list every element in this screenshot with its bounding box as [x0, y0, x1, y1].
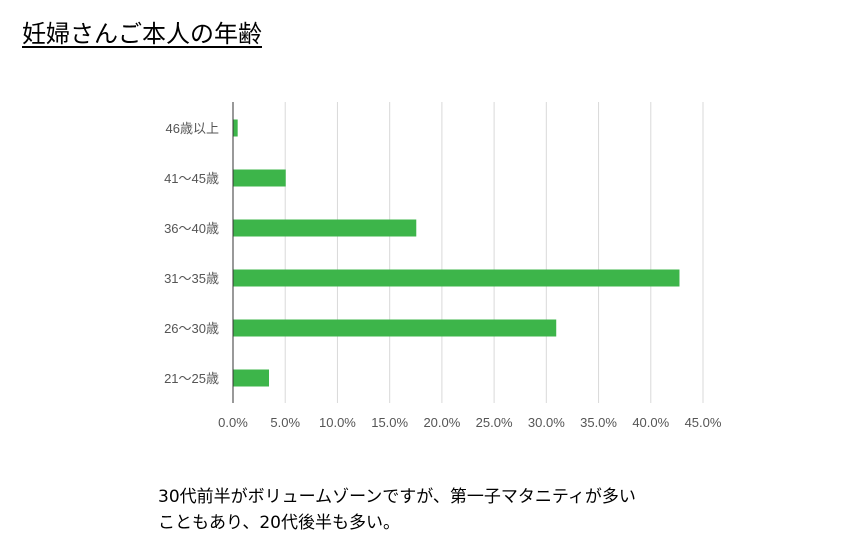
bar — [233, 119, 238, 137]
bar — [233, 369, 270, 387]
x-tick-label: 20.0% — [423, 415, 460, 430]
x-tick-label: 30.0% — [528, 415, 565, 430]
chart-caption: 30代前半がボリュームゾーンですが、第一子マタニティが多い こともあり、20代後… — [158, 487, 636, 533]
bar — [233, 219, 417, 237]
category-label: 36〜40歳 — [164, 221, 219, 236]
category-label: 41〜45歳 — [164, 171, 219, 186]
bar — [233, 169, 286, 187]
x-tick-label: 35.0% — [580, 415, 617, 430]
chart-bars — [233, 119, 680, 387]
bar-chart: 46歳以上 41〜45歳 36〜40歳 31〜35歳 26〜30歳 21〜25歳 0.0%… — [164, 102, 722, 430]
page-title: 妊婦さんご本人の年齢 — [22, 20, 262, 48]
x-tick-label: 15.0% — [371, 415, 408, 430]
category-label: 31〜35歳 — [164, 271, 219, 286]
x-tick-label: 10.0% — [319, 415, 356, 430]
bar — [233, 269, 680, 287]
x-tick-label: 5.0% — [270, 415, 300, 430]
category-label: 46歳以上 — [166, 121, 219, 136]
bar — [233, 319, 557, 337]
x-tick-label: 45.0% — [685, 415, 722, 430]
category-label: 26〜30歳 — [164, 321, 219, 336]
category-label: 21〜25歳 — [164, 371, 219, 386]
x-tick-label: 0.0% — [218, 415, 248, 430]
category-labels: 46歳以上 41〜45歳 36〜40歳 31〜35歳 26〜30歳 21〜25歳 — [164, 121, 219, 386]
x-tick-label: 40.0% — [632, 415, 669, 430]
x-tick-labels: 0.0% 5.0% 10.0% 15.0% 20.0% 25.0% 30.0% 35.0% 40… — [218, 415, 722, 430]
x-tick-label: 25.0% — [476, 415, 513, 430]
chart-gridlines — [284, 102, 704, 403]
